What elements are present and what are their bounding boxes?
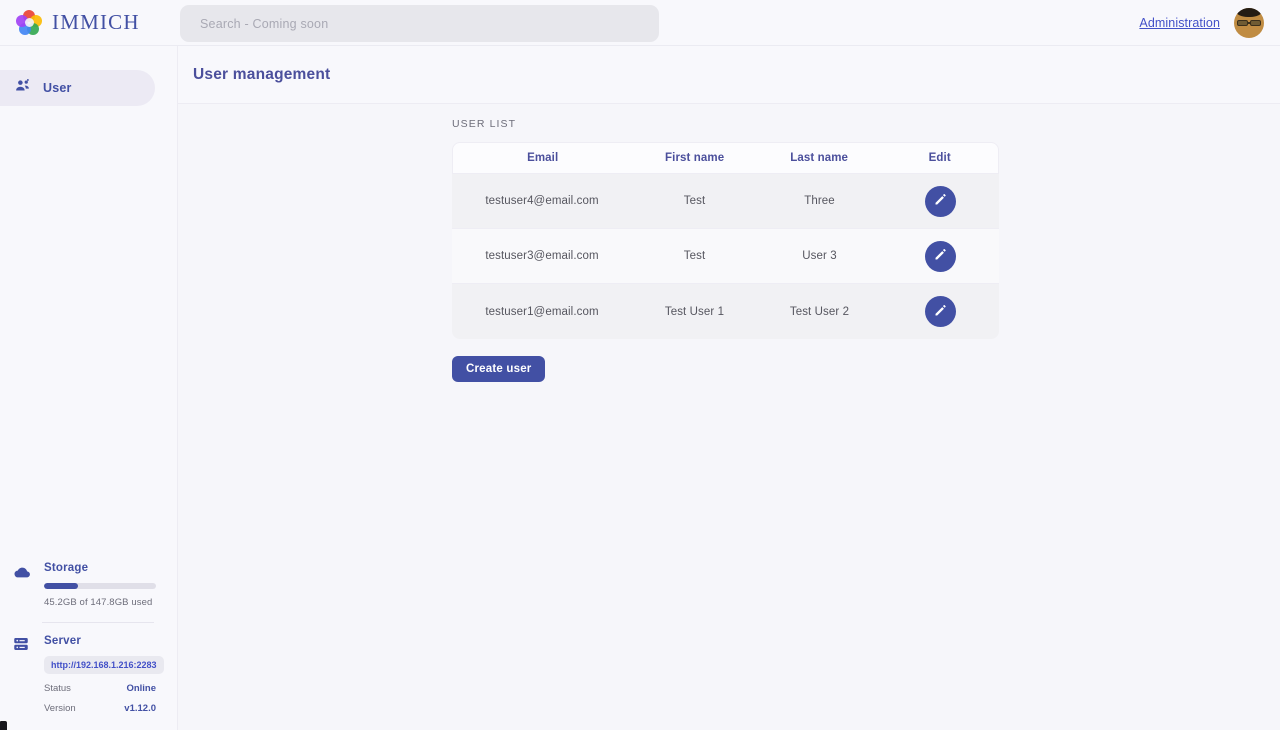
cell-email: testuser3@email.com — [485, 250, 599, 262]
cell-first-name: Test — [683, 195, 706, 207]
server-status-label: Status — [44, 683, 71, 694]
pencil-icon — [933, 192, 948, 210]
sidebar-item-label: User — [43, 81, 72, 95]
sidebar-footer: Storage 45.2GB of 147.8GB used — [0, 562, 178, 714]
edit-user-button[interactable] — [925, 185, 956, 217]
edit-user-button[interactable] — [925, 296, 956, 327]
administration-link[interactable]: Administration — [1139, 16, 1220, 30]
storage-section: Storage 45.2GB of 147.8GB used — [0, 562, 178, 608]
column-header-last-name[interactable]: Last name — [790, 152, 849, 164]
table-header-row: Email First name Last name Edit — [452, 142, 999, 174]
pencil-icon — [933, 303, 948, 321]
column-header-email[interactable]: Email — [527, 152, 559, 164]
cell-email: testuser1@email.com — [485, 305, 599, 318]
cell-edit — [882, 240, 999, 272]
avatar-hair — [1236, 8, 1262, 17]
avatar-glasses-right — [1250, 20, 1261, 26]
brand-name: IMMICH — [52, 10, 140, 34]
sidebar-item-user[interactable]: User — [0, 70, 155, 106]
scrollbar-corner[interactable] — [0, 721, 7, 730]
storage-progress-bar — [44, 583, 156, 589]
server-section: Server http://192.168.1.216:2283 Status … — [0, 635, 178, 714]
user-list-section-label: USER LIST — [452, 118, 517, 130]
storage-title: Storage — [44, 562, 89, 574]
cell-first-name: Test — [683, 250, 706, 262]
cell-last-name: User 3 — [802, 250, 837, 262]
table-row: testuser4@email.com Test Three — [452, 174, 999, 229]
brand-logo[interactable]: IMMICH — [16, 9, 166, 36]
server-version-row: Version v1.12.0 — [44, 703, 156, 714]
sidebar: User Storage 45.2GB of 147.8GB used — [0, 46, 178, 730]
server-url-badge[interactable]: http://192.168.1.216:2283 — [44, 656, 164, 674]
server-rack-icon — [12, 635, 32, 655]
sidebar-divider — [42, 622, 154, 623]
table-row: testuser1@email.com Test User 1 Test User … — [452, 284, 999, 339]
server-version-value: v1.12.0 — [124, 703, 156, 714]
server-status-value: Online — [126, 683, 156, 694]
avatar-glasses-left — [1237, 20, 1248, 26]
column-header-first-name[interactable]: First name — [665, 152, 725, 164]
pencil-icon — [933, 247, 948, 265]
cell-edit — [882, 185, 999, 217]
server-title: Server — [44, 635, 82, 647]
server-status-row: Status Online — [44, 683, 156, 694]
column-header-edit[interactable]: Edit — [928, 152, 951, 164]
edit-user-button[interactable] — [925, 240, 956, 272]
search-input[interactable]: Search - Coming soon — [180, 5, 659, 42]
cell-last-name: Three — [804, 195, 835, 207]
page-header: User management — [178, 46, 1280, 104]
main-content: USER LIST Email First name Last name Edi… — [178, 104, 1280, 730]
users-group-icon — [14, 77, 31, 99]
top-nav-right-group: Administration — [1139, 0, 1264, 46]
table-body: testuser4@email.com Test Three testuser3@em… — [452, 174, 999, 339]
avatar-glasses-bridge — [1248, 22, 1251, 24]
server-version-label: Version — [44, 703, 76, 714]
cell-edit — [882, 296, 999, 327]
cell-email: testuser4@email.com — [485, 195, 599, 207]
storage-usage-text: 45.2GB of 147.8GB used — [44, 597, 153, 608]
avatar[interactable] — [1234, 8, 1264, 38]
cell-last-name: Test User 2 — [789, 305, 850, 318]
storage-progress-fill — [44, 583, 78, 589]
cell-first-name: Test User 1 — [664, 305, 725, 318]
immich-lens-logo-icon — [16, 9, 42, 36]
top-navigation-bar: IMMICH Search - Coming soon Administrati… — [0, 0, 1280, 46]
cloud-icon — [12, 562, 32, 582]
page-title: User management — [193, 65, 331, 83]
search-placeholder-text: Search - Coming soon — [200, 16, 329, 31]
create-user-button[interactable]: Create user — [452, 356, 546, 382]
table-row: testuser3@email.com Test User 3 — [452, 229, 999, 284]
user-list-table: Email First name Last name Edit testuser… — [452, 142, 999, 339]
